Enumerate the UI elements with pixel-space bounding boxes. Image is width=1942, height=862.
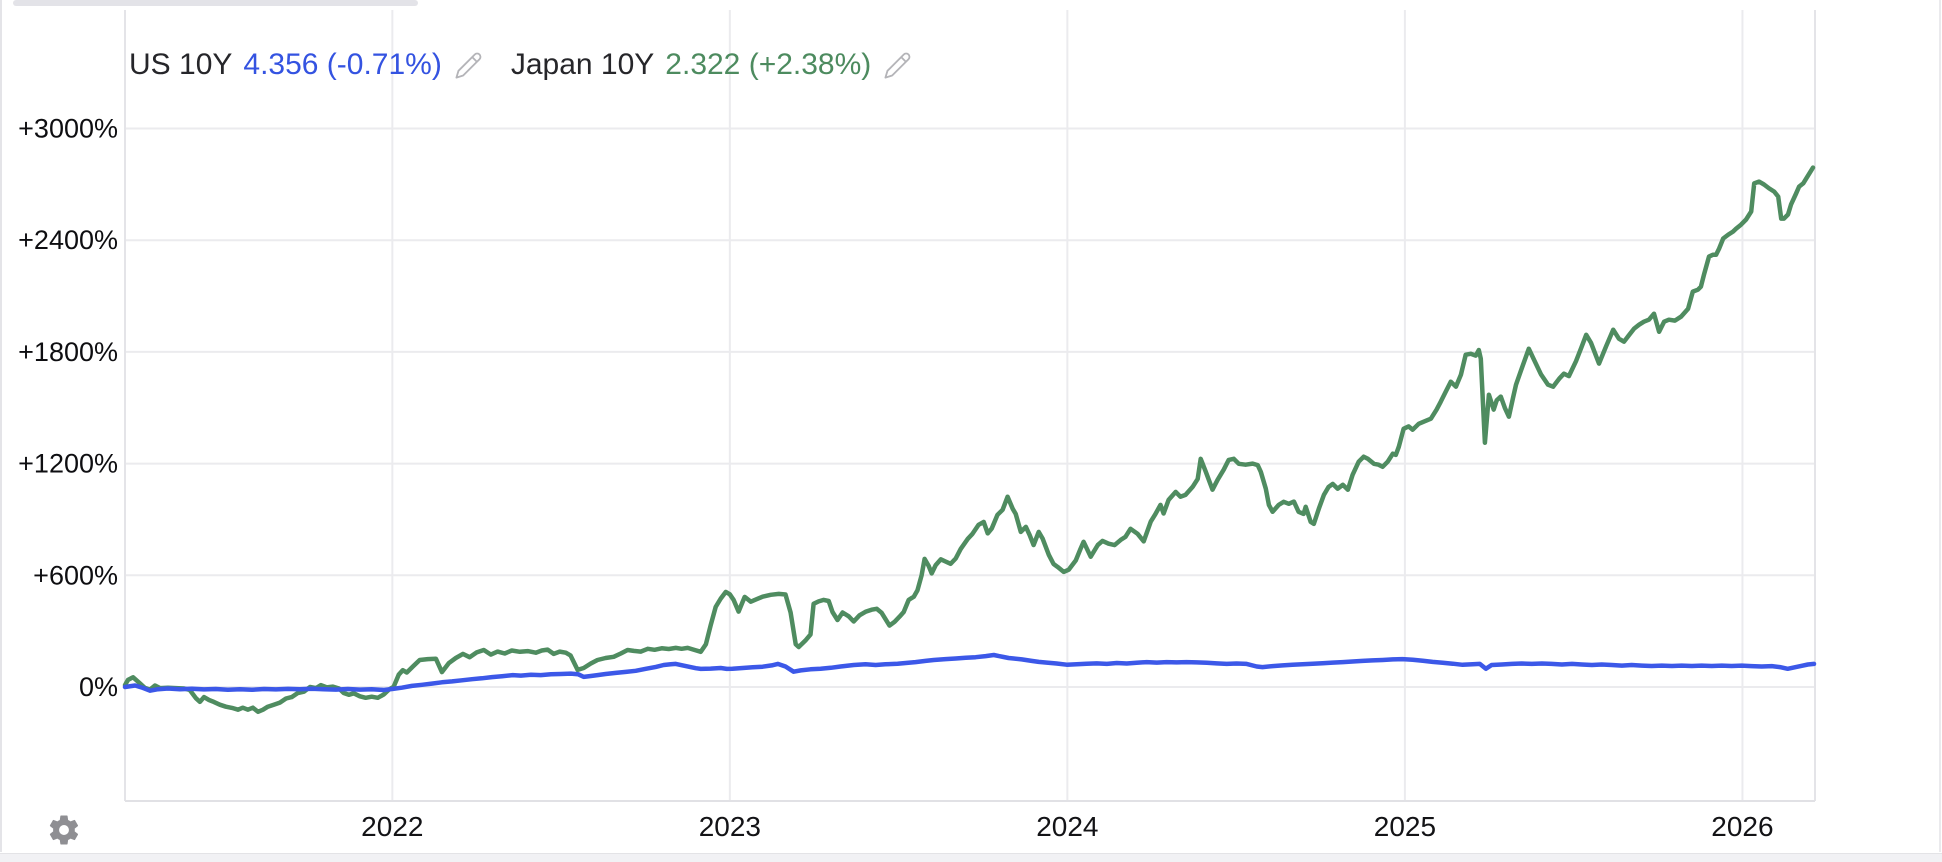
legend-item-us-10y[interactable]: US 10Y 4.356 (-0.71%) — [129, 48, 483, 82]
legend-value-us-10y: 4.356 (-0.71%) — [243, 48, 442, 81]
right-edge-divider — [1939, 0, 1941, 852]
pencil-icon[interactable] — [454, 51, 483, 80]
japan-10y-line — [122, 165, 1816, 715]
y-axis-tick-label: +600% — [33, 560, 118, 590]
y-axis-tick-label: +3000% — [18, 114, 118, 144]
horizontal-scrollbar-track[interactable] — [0, 853, 1942, 862]
x-axis-tick-label: 2022 — [361, 811, 423, 842]
y-axis-tick-label: +1200% — [18, 449, 118, 479]
x-axis-tick-label: 2025 — [1374, 811, 1436, 842]
legend-label-japan-10y: Japan 10Y — [510, 48, 655, 81]
y-axis-tick-label: 0% — [79, 672, 118, 702]
x-axis-tick-label: 2023 — [699, 811, 761, 842]
pencil-icon[interactable] — [883, 51, 912, 80]
legend-label-us-10y: US 10Y — [129, 48, 233, 81]
chart-legend: US 10Y 4.356 (-0.71%) Japan 10Y 2.322 (+… — [129, 48, 912, 82]
y-axis-tick-label: +2400% — [18, 225, 118, 255]
legend-item-japan-10y[interactable]: Japan 10Y 2.322 (+2.38%) — [511, 48, 912, 82]
x-axis-tick-label: 2026 — [1711, 811, 1773, 842]
left-edge-divider — [0, 0, 2, 852]
us-10y-line — [122, 652, 1817, 693]
x-axis-tick-label: 2024 — [1036, 811, 1098, 842]
y-axis-tick-label: +1800% — [18, 337, 118, 367]
settings-button[interactable] — [46, 812, 82, 848]
gear-icon — [49, 815, 79, 845]
legend-value-japan-10y: 2.322 (+2.38%) — [665, 48, 872, 81]
horizontal-scrollbar-thumb[interactable] — [13, 0, 418, 6]
